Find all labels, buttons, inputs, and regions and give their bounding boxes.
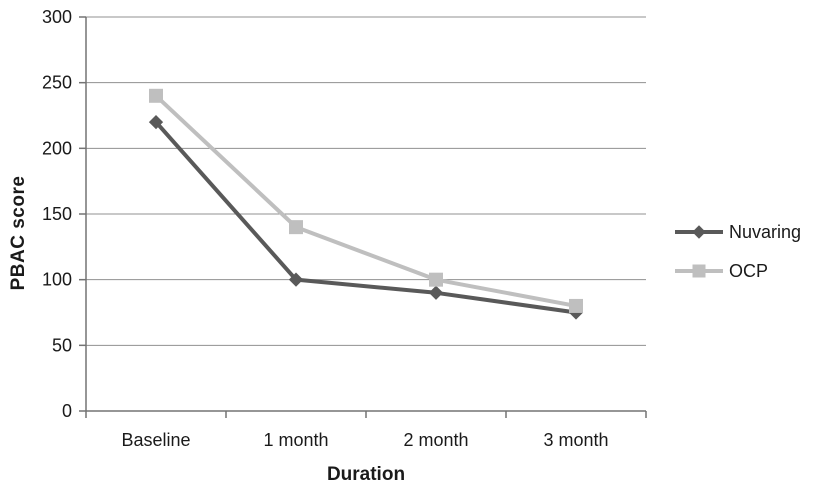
x-category-label: Baseline	[121, 430, 190, 450]
data-point-ocp-1-month	[289, 220, 303, 235]
legend-square-marker-icon	[675, 264, 723, 278]
y-tick-label: 300	[42, 7, 72, 27]
legend-label: Nuvaring	[729, 221, 802, 242]
data-point-nuvaring-2-month	[428, 285, 444, 300]
series-line-ocp	[154, 94, 577, 308]
series-line-nuvaring	[154, 120, 577, 315]
data-point-ocp-2-month	[429, 272, 443, 287]
legend: Nuvaring OCP	[674, 219, 801, 284]
y-tick-label: 100	[42, 270, 72, 290]
x-category-label: 2 month	[403, 430, 468, 450]
y-tick-label: 50	[52, 335, 72, 355]
data-point-nuvaring-baseline	[148, 114, 164, 130]
x-axis-title: Duration	[326, 464, 406, 485]
x-category-label: 3 month	[543, 430, 608, 450]
y-tick-label: 250	[42, 73, 72, 93]
y-axis-title: PBAC score	[8, 175, 29, 291]
legend-item-ocp: OCP	[674, 258, 801, 284]
legend-item-nuvaring: Nuvaring	[674, 219, 801, 245]
x-category-label: 1 month	[263, 430, 328, 450]
legend-diamond-marker-icon	[675, 225, 723, 239]
y-tick-label: 0	[62, 401, 72, 421]
data-point-ocp-3-month	[569, 298, 583, 313]
legend-label: OCP	[729, 260, 769, 281]
y-tick-label: 150	[42, 204, 72, 224]
data-point-ocp-baseline	[149, 88, 163, 103]
y-tick-label: 200	[42, 138, 72, 158]
